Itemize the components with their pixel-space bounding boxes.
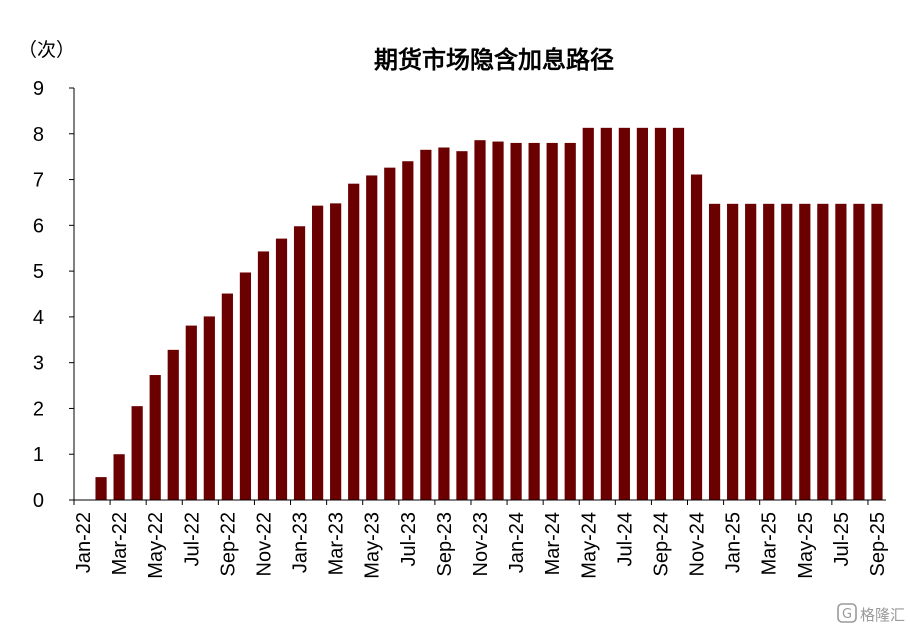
bar-Feb-22 — [95, 477, 107, 500]
bar-Jan-23 — [293, 226, 306, 500]
bar-Jun-23 — [384, 167, 396, 500]
bar-Oct-23 — [456, 151, 468, 501]
x-tick-label: Mar-25 — [759, 512, 781, 575]
watermark-text: 格隆汇 — [860, 606, 905, 624]
x-tick-label: Jul-25 — [831, 512, 853, 566]
x-tick-label: Jan-22 — [73, 512, 95, 573]
bar-May-23 — [366, 175, 378, 500]
y-tick-label: 7 — [33, 170, 44, 192]
bar-Jul-23 — [402, 161, 414, 501]
bar-Jan-24 — [510, 142, 522, 500]
y-tick-label: 6 — [33, 215, 44, 237]
bar-Nov-23 — [474, 140, 486, 500]
bar-Jul-25 — [835, 203, 847, 500]
bar-May-24 — [582, 127, 594, 500]
bar-Sep-25 — [871, 203, 883, 500]
bar-Mar-25 — [763, 203, 775, 500]
y-tick-label: 0 — [33, 490, 44, 512]
x-tick-label: Sep-23 — [434, 512, 456, 577]
x-tick-label: Jan-24 — [506, 512, 528, 573]
y-tick-label: 3 — [33, 353, 44, 375]
bar-Nov-24 — [690, 174, 703, 500]
bar-Sep-24 — [654, 127, 667, 500]
y-tick-label: 1 — [33, 444, 44, 466]
bar-May-25 — [799, 203, 811, 500]
x-tick-label: Nov-22 — [253, 512, 275, 576]
bar-Apr-25 — [781, 203, 793, 500]
bar-Jan-25 — [727, 203, 739, 500]
bar-Aug-25 — [853, 203, 865, 500]
x-tick-label: May-25 — [795, 512, 817, 579]
x-axis: Jan-22 Mar-22 May-22 Jul-22 Sep-22 Nov-22 Jan-… — [73, 500, 889, 579]
y-tick-label: 2 — [33, 398, 44, 420]
bar-Sep-23 — [438, 147, 450, 500]
gelonghui-logo-glyph: G — [842, 607, 852, 622]
bar-Jun-25 — [817, 203, 829, 500]
y-tick-label: 9 — [33, 78, 44, 100]
x-tick-label: May-23 — [362, 512, 384, 579]
bar-Aug-22 — [203, 316, 215, 500]
bar-Apr-22 — [131, 406, 143, 500]
chart-title: 期货市场隐含加息路径 — [374, 46, 614, 74]
gelonghui-logo-icon — [837, 603, 857, 623]
x-tick-label: Nov-23 — [470, 512, 492, 576]
bar-Aug-23 — [420, 149, 432, 501]
bar-Apr-23 — [348, 183, 360, 500]
bar-series — [95, 127, 883, 501]
bar-May-22 — [149, 375, 161, 500]
x-tick-label: Sep-22 — [217, 512, 239, 577]
bar-Sep-22 — [221, 293, 233, 500]
x-tick-label: Nov-24 — [687, 512, 709, 576]
watermark: G 格隆汇 — [837, 603, 905, 624]
x-tick-label: Sep-24 — [650, 512, 672, 577]
y-tick-label: 8 — [33, 124, 44, 146]
x-tick-label: Sep-25 — [867, 512, 889, 577]
bar-Mar-24 — [546, 142, 558, 500]
bar-Aug-24 — [636, 127, 648, 500]
y-tick-label: 5 — [33, 261, 44, 283]
bar-Jun-24 — [600, 127, 612, 500]
y-tick-label: 4 — [33, 307, 44, 329]
bar-Feb-24 — [528, 142, 540, 500]
bar-Oct-24 — [672, 127, 685, 500]
x-tick-label: Jan-25 — [723, 512, 745, 573]
bar-Oct-22 — [239, 272, 252, 500]
bar-Jul-22 — [185, 325, 197, 500]
bar-Feb-25 — [745, 203, 757, 500]
x-tick-label: May-24 — [578, 512, 600, 579]
bar-Dec-23 — [492, 141, 504, 500]
y-axis: 0 1 2 3 4 5 6 7 8 9 — [33, 78, 74, 512]
bar-Apr-24 — [564, 142, 576, 500]
x-tick-label: Jan-23 — [290, 512, 312, 573]
bar-Jul-24 — [618, 127, 630, 500]
bar-Nov-22 — [257, 251, 270, 500]
bar-Mar-23 — [330, 203, 342, 501]
x-tick-label: Jul-24 — [614, 512, 636, 566]
x-tick-label: Jul-22 — [181, 512, 203, 566]
x-tick-label: Mar-24 — [542, 512, 564, 575]
x-tick-label: Mar-23 — [326, 512, 348, 575]
bar-Jun-22 — [167, 349, 179, 500]
x-tick-label: Jul-23 — [398, 512, 420, 566]
bar-Dec-22 — [275, 238, 288, 501]
bar-Mar-22 — [113, 454, 125, 500]
bar-Feb-23 — [312, 205, 324, 500]
x-tick-label: May-22 — [145, 512, 167, 579]
x-tick-label: Mar-22 — [109, 512, 131, 575]
y-unit-label: （次） — [18, 39, 75, 61]
bar-Dec-24 — [708, 203, 721, 500]
